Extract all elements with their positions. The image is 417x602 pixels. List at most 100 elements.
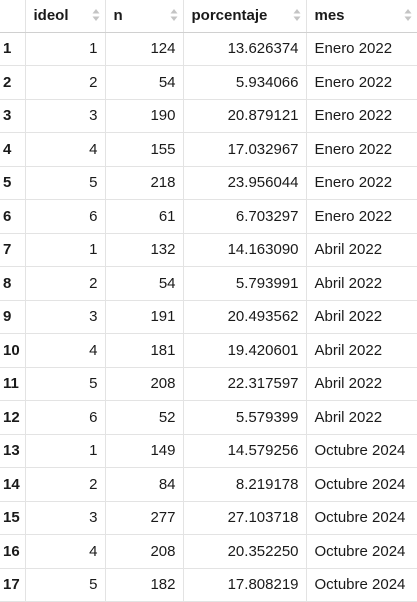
row-number: 11 bbox=[0, 367, 26, 401]
column-header-n[interactable]: n bbox=[105, 0, 184, 33]
cell-porcentaje: 17.808219 bbox=[183, 568, 307, 602]
cell-n: 149 bbox=[105, 434, 184, 468]
cell-ideol: 3 bbox=[25, 99, 106, 133]
cell-mes: Octubre 2024 bbox=[306, 501, 417, 535]
cell-porcentaje: 20.879121 bbox=[183, 99, 307, 133]
cell-porcentaje: 14.163090 bbox=[183, 233, 307, 267]
cell-porcentaje: 27.103718 bbox=[183, 501, 307, 535]
cell-ideol: 4 bbox=[25, 333, 106, 368]
cell-mes: Octubre 2024 bbox=[306, 467, 417, 502]
cell-mes: Octubre 2024 bbox=[306, 534, 417, 569]
cell-n: 277 bbox=[105, 501, 184, 535]
cell-ideol: 4 bbox=[25, 534, 106, 569]
row-number: 1 bbox=[0, 32, 26, 66]
row-number: 17 bbox=[0, 568, 26, 602]
cell-n: 190 bbox=[105, 99, 184, 133]
row-number: 6 bbox=[0, 199, 26, 234]
cell-mes: Abril 2022 bbox=[306, 233, 417, 267]
table-row: 15 3 277 27.103718 Octubre 2024 bbox=[0, 501, 417, 535]
cell-ideol: 5 bbox=[25, 568, 106, 602]
cell-porcentaje: 19.420601 bbox=[183, 333, 307, 368]
cell-ideol: 2 bbox=[25, 266, 106, 301]
cell-mes: Enero 2022 bbox=[306, 166, 417, 200]
cell-porcentaje: 22.317597 bbox=[183, 367, 307, 401]
cell-ideol: 5 bbox=[25, 166, 106, 200]
cell-n: 132 bbox=[105, 233, 184, 267]
cell-n: 54 bbox=[105, 266, 184, 301]
sort-arrows-icon[interactable] bbox=[404, 8, 412, 22]
cell-n: 61 bbox=[105, 199, 184, 234]
cell-porcentaje: 14.579256 bbox=[183, 434, 307, 468]
table-row: 4 4 155 17.032967 Enero 2022 bbox=[0, 132, 417, 167]
table-body: 1 1 124 13.626374 Enero 2022 2 2 54 5.934066 Ener… bbox=[0, 32, 417, 602]
header-row: ideol n porcentaje mes bbox=[0, 0, 417, 33]
cell-ideol: 4 bbox=[25, 132, 106, 167]
row-number: 5 bbox=[0, 166, 26, 200]
cell-mes: Abril 2022 bbox=[306, 300, 417, 334]
row-number: 12 bbox=[0, 400, 26, 435]
column-header-label: n bbox=[113, 7, 123, 25]
row-number: 4 bbox=[0, 132, 26, 167]
cell-n: 155 bbox=[105, 132, 184, 167]
cell-n: 191 bbox=[105, 300, 184, 334]
table-row: 17 5 182 17.808219 Octubre 2024 bbox=[0, 568, 417, 602]
column-header-ideol[interactable]: ideol bbox=[25, 0, 106, 33]
cell-porcentaje: 20.352250 bbox=[183, 534, 307, 569]
cell-n: 124 bbox=[105, 32, 184, 66]
cell-n: 52 bbox=[105, 400, 184, 435]
column-header-mes[interactable]: mes bbox=[306, 0, 417, 33]
table-row: 1 1 124 13.626374 Enero 2022 bbox=[0, 32, 417, 66]
table-row: 5 5 218 23.956044 Enero 2022 bbox=[0, 166, 417, 200]
cell-n: 218 bbox=[105, 166, 184, 200]
cell-mes: Enero 2022 bbox=[306, 99, 417, 133]
column-header-label: ideol bbox=[33, 7, 69, 25]
row-number: 3 bbox=[0, 99, 26, 133]
cell-ideol: 1 bbox=[25, 434, 106, 468]
table-row: 6 6 61 6.703297 Enero 2022 bbox=[0, 199, 417, 234]
sort-arrows-icon[interactable] bbox=[293, 8, 301, 22]
cell-n: 84 bbox=[105, 467, 184, 502]
cell-ideol: 1 bbox=[25, 32, 106, 66]
cell-mes: Abril 2022 bbox=[306, 333, 417, 368]
cell-porcentaje: 8.219178 bbox=[183, 467, 307, 502]
row-number: 16 bbox=[0, 534, 26, 569]
cell-n: 208 bbox=[105, 534, 184, 569]
table-row: 11 5 208 22.317597 Abril 2022 bbox=[0, 367, 417, 401]
row-number-header bbox=[0, 0, 26, 33]
sort-arrows-icon[interactable] bbox=[170, 8, 178, 22]
cell-ideol: 5 bbox=[25, 367, 106, 401]
cell-mes: Enero 2022 bbox=[306, 132, 417, 167]
table-row: 10 4 181 19.420601 Abril 2022 bbox=[0, 333, 417, 368]
table-row: 12 6 52 5.579399 Abril 2022 bbox=[0, 400, 417, 435]
cell-porcentaje: 6.703297 bbox=[183, 199, 307, 234]
row-number: 15 bbox=[0, 501, 26, 535]
table-row: 14 2 84 8.219178 Octubre 2024 bbox=[0, 467, 417, 502]
cell-ideol: 3 bbox=[25, 300, 106, 334]
row-number: 14 bbox=[0, 467, 26, 502]
row-number: 9 bbox=[0, 300, 26, 334]
table-row: 16 4 208 20.352250 Octubre 2024 bbox=[0, 534, 417, 569]
cell-n: 182 bbox=[105, 568, 184, 602]
sort-arrows-icon[interactable] bbox=[92, 8, 100, 22]
column-header-porcentaje[interactable]: porcentaje bbox=[183, 0, 307, 33]
row-number: 8 bbox=[0, 266, 26, 301]
table-row: 2 2 54 5.934066 Enero 2022 bbox=[0, 65, 417, 100]
row-number: 13 bbox=[0, 434, 26, 468]
table-row: 3 3 190 20.879121 Enero 2022 bbox=[0, 99, 417, 133]
cell-mes: Enero 2022 bbox=[306, 199, 417, 234]
table-row: 8 2 54 5.793991 Abril 2022 bbox=[0, 266, 417, 301]
cell-porcentaje: 5.579399 bbox=[183, 400, 307, 435]
table-row: 9 3 191 20.493562 Abril 2022 bbox=[0, 300, 417, 334]
table-row: 13 1 149 14.579256 Octubre 2024 bbox=[0, 434, 417, 468]
cell-n: 208 bbox=[105, 367, 184, 401]
cell-ideol: 1 bbox=[25, 233, 106, 267]
cell-porcentaje: 23.956044 bbox=[183, 166, 307, 200]
cell-mes: Abril 2022 bbox=[306, 367, 417, 401]
cell-ideol: 2 bbox=[25, 467, 106, 502]
column-header-label: mes bbox=[314, 7, 345, 25]
cell-ideol: 2 bbox=[25, 65, 106, 100]
cell-ideol: 6 bbox=[25, 400, 106, 435]
column-header-label: porcentaje bbox=[191, 7, 268, 25]
row-number: 2 bbox=[0, 65, 26, 100]
